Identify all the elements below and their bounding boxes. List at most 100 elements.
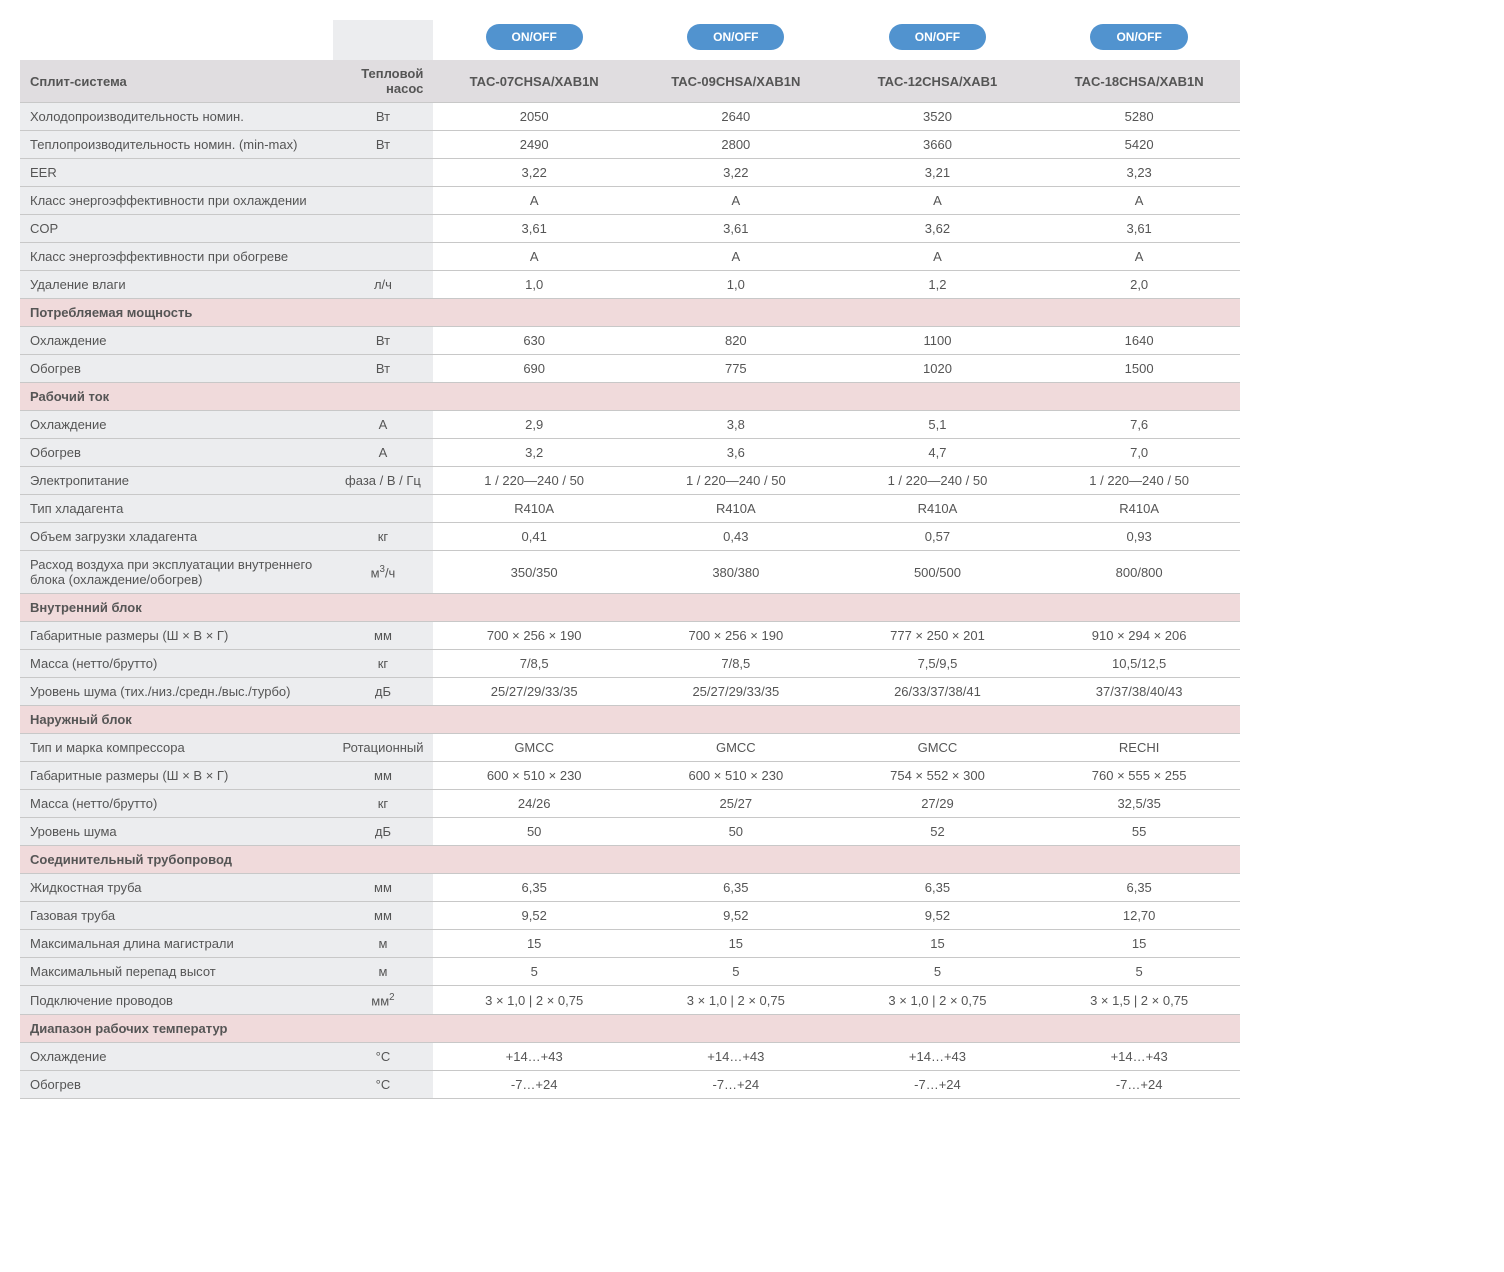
row-value: -7…+24 <box>837 1071 1039 1099</box>
row-value: GMCC <box>837 734 1039 762</box>
row-value: 9,52 <box>837 902 1039 930</box>
section-label: Внутренний блок <box>20 594 1240 622</box>
row-value: 5 <box>433 958 635 986</box>
row-unit: фаза / В / Гц <box>333 467 434 495</box>
row-label: Класс энергоэффективности при охлаждении <box>20 187 333 215</box>
table-row: Масса (нетто/брутто)кг7/8,57/8,57,5/9,51… <box>20 650 1240 678</box>
row-value: 10,5/12,5 <box>1038 650 1240 678</box>
row-unit: мм <box>333 622 434 650</box>
row-unit: м <box>333 930 434 958</box>
row-label: Охлаждение <box>20 411 333 439</box>
row-unit: кг <box>333 650 434 678</box>
row-value: A <box>433 187 635 215</box>
row-value: 600 × 510 × 230 <box>433 762 635 790</box>
pill-spacer <box>20 20 333 60</box>
table-row: Жидкостная трубамм6,356,356,356,35 <box>20 874 1240 902</box>
row-value: +14…+43 <box>837 1043 1039 1071</box>
table-row: ОбогревA3,23,64,77,0 <box>20 439 1240 467</box>
table-row: Габаритные размеры (Ш × В × Г)мм600 × 51… <box>20 762 1240 790</box>
row-value: 1,0 <box>433 271 635 299</box>
row-value: 600 × 510 × 230 <box>635 762 837 790</box>
row-unit: мм <box>333 874 434 902</box>
row-label: Охлаждение <box>20 327 333 355</box>
table-row: Электропитаниефаза / В / Гц 1 / 220—240 /… <box>20 467 1240 495</box>
section-row: Cоединительный трубопровод <box>20 846 1240 874</box>
row-value: 3,6 <box>635 439 837 467</box>
row-label: Газовая труба <box>20 902 333 930</box>
row-value: R410A <box>433 495 635 523</box>
table-row: Подключение проводовмм23 × 1,0 | 2 × 0,7… <box>20 986 1240 1015</box>
row-unit: л/ч <box>333 271 434 299</box>
row-value: 1 / 220—240 / 50 <box>635 467 837 495</box>
row-value: 55 <box>1038 818 1240 846</box>
row-value: 800/800 <box>1038 551 1240 594</box>
row-unit: Вт <box>333 355 434 383</box>
table-row: Обогрев°С-7…+24-7…+24-7…+24-7…+24 <box>20 1071 1240 1099</box>
row-value: 3 × 1,0 | 2 × 0,75 <box>433 986 635 1015</box>
row-value: 500/500 <box>837 551 1039 594</box>
row-unit: м <box>333 958 434 986</box>
table-row: COP3,613,613,623,61 <box>20 215 1240 243</box>
row-value: 5 <box>635 958 837 986</box>
row-value: A <box>433 243 635 271</box>
row-label: Максимальный перепад высот <box>20 958 333 986</box>
row-value: 2050 <box>433 103 635 131</box>
row-value: 700 × 256 × 190 <box>635 622 837 650</box>
section-row: Рабочий ток <box>20 383 1240 411</box>
row-label: Максимальная длина магистрали <box>20 930 333 958</box>
row-unit <box>333 243 434 271</box>
row-label: Холодопроизводительность номин. <box>20 103 333 131</box>
row-value: 6,35 <box>433 874 635 902</box>
section-label: Наружный блок <box>20 706 1240 734</box>
row-value: 3,22 <box>433 159 635 187</box>
row-value: +14…+43 <box>635 1043 837 1071</box>
table-row: Класс энергоэффективности при обогреве AA… <box>20 243 1240 271</box>
spec-table: ON/OFFON/OFFON/OFFON/OFFСплит-системаТеп… <box>20 20 1240 1099</box>
row-unit: м3/ч <box>333 551 434 594</box>
row-unit: мм <box>333 902 434 930</box>
row-value: -7…+24 <box>1038 1071 1240 1099</box>
row-label: Класс энергоэффективности при обогреве <box>20 243 333 271</box>
row-value: 3,62 <box>837 215 1039 243</box>
section-label: Диапазон рабочих температур <box>20 1015 1240 1043</box>
pill-cell: ON/OFF <box>837 20 1039 60</box>
row-value: 350/350 <box>433 551 635 594</box>
row-value: 0,57 <box>837 523 1039 551</box>
row-value: A <box>1038 187 1240 215</box>
row-value: 6,35 <box>1038 874 1240 902</box>
row-value: A <box>635 243 837 271</box>
row-value: 0,43 <box>635 523 837 551</box>
row-value: 50 <box>635 818 837 846</box>
table-row: Газовая трубамм9,529,529,5212,70 <box>20 902 1240 930</box>
row-value: 37/37/38/40/43 <box>1038 678 1240 706</box>
pill-row: ON/OFFON/OFFON/OFFON/OFF <box>20 20 1240 60</box>
row-value: 3 × 1,0 | 2 × 0,75 <box>837 986 1039 1015</box>
table-row: Максимальный перепад высотм5555 <box>20 958 1240 986</box>
row-value: 24/26 <box>433 790 635 818</box>
row-value: 3,61 <box>1038 215 1240 243</box>
row-value: 7/8,5 <box>635 650 837 678</box>
row-value: 1 / 220—240 / 50 <box>1038 467 1240 495</box>
row-value: 2640 <box>635 103 837 131</box>
model-header: TAC-07CHSA/XAB1N <box>433 60 635 103</box>
row-value: R410A <box>837 495 1039 523</box>
row-value: 5420 <box>1038 131 1240 159</box>
row-value: 700 × 256 × 190 <box>433 622 635 650</box>
row-label: Обогрев <box>20 1071 333 1099</box>
row-unit <box>333 159 434 187</box>
row-label: Электропитание <box>20 467 333 495</box>
row-value: 6,35 <box>837 874 1039 902</box>
row-value: 2490 <box>433 131 635 159</box>
table-row: Максимальная длина магистралим15151515 <box>20 930 1240 958</box>
row-unit: кг <box>333 790 434 818</box>
section-label: Cоединительный трубопровод <box>20 846 1240 874</box>
row-value: 777 × 250 × 201 <box>837 622 1039 650</box>
row-value: 7/8,5 <box>433 650 635 678</box>
row-value: 3 × 1,5 | 2 × 0,75 <box>1038 986 1240 1015</box>
row-unit: °С <box>333 1043 434 1071</box>
row-value: 3520 <box>837 103 1039 131</box>
row-value: -7…+24 <box>433 1071 635 1099</box>
row-unit <box>333 187 434 215</box>
pill-cell: ON/OFF <box>433 20 635 60</box>
row-value: GMCC <box>433 734 635 762</box>
